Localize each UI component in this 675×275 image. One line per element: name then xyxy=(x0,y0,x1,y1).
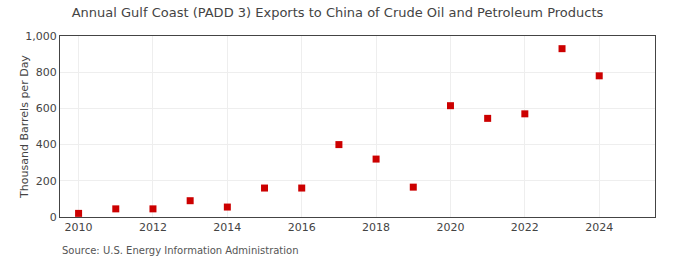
svg-text:2024: 2024 xyxy=(585,221,613,234)
svg-text:Source: U.S. Energy Informatio: Source: U.S. Energy Information Administ… xyxy=(62,245,299,256)
svg-text:2016: 2016 xyxy=(288,221,316,234)
svg-text:2010: 2010 xyxy=(65,221,93,234)
svg-text:600: 600 xyxy=(36,102,57,115)
svg-text:2020: 2020 xyxy=(436,221,464,234)
svg-text:0: 0 xyxy=(50,211,57,224)
svg-text:Thousand Barrels per Day: Thousand Barrels per Day xyxy=(18,55,31,199)
svg-text:2022: 2022 xyxy=(511,221,539,234)
svg-text:Annual Gulf Coast (PADD 3) Exp: Annual Gulf Coast (PADD 3) Exports to Ch… xyxy=(72,5,604,20)
svg-text:2014: 2014 xyxy=(213,221,241,234)
svg-text:800: 800 xyxy=(36,66,57,79)
svg-text:200: 200 xyxy=(36,175,57,188)
svg-text:1,000: 1,000 xyxy=(25,30,57,43)
svg-text:2018: 2018 xyxy=(362,221,390,234)
svg-text:2012: 2012 xyxy=(139,221,167,234)
svg-text:400: 400 xyxy=(36,138,57,151)
